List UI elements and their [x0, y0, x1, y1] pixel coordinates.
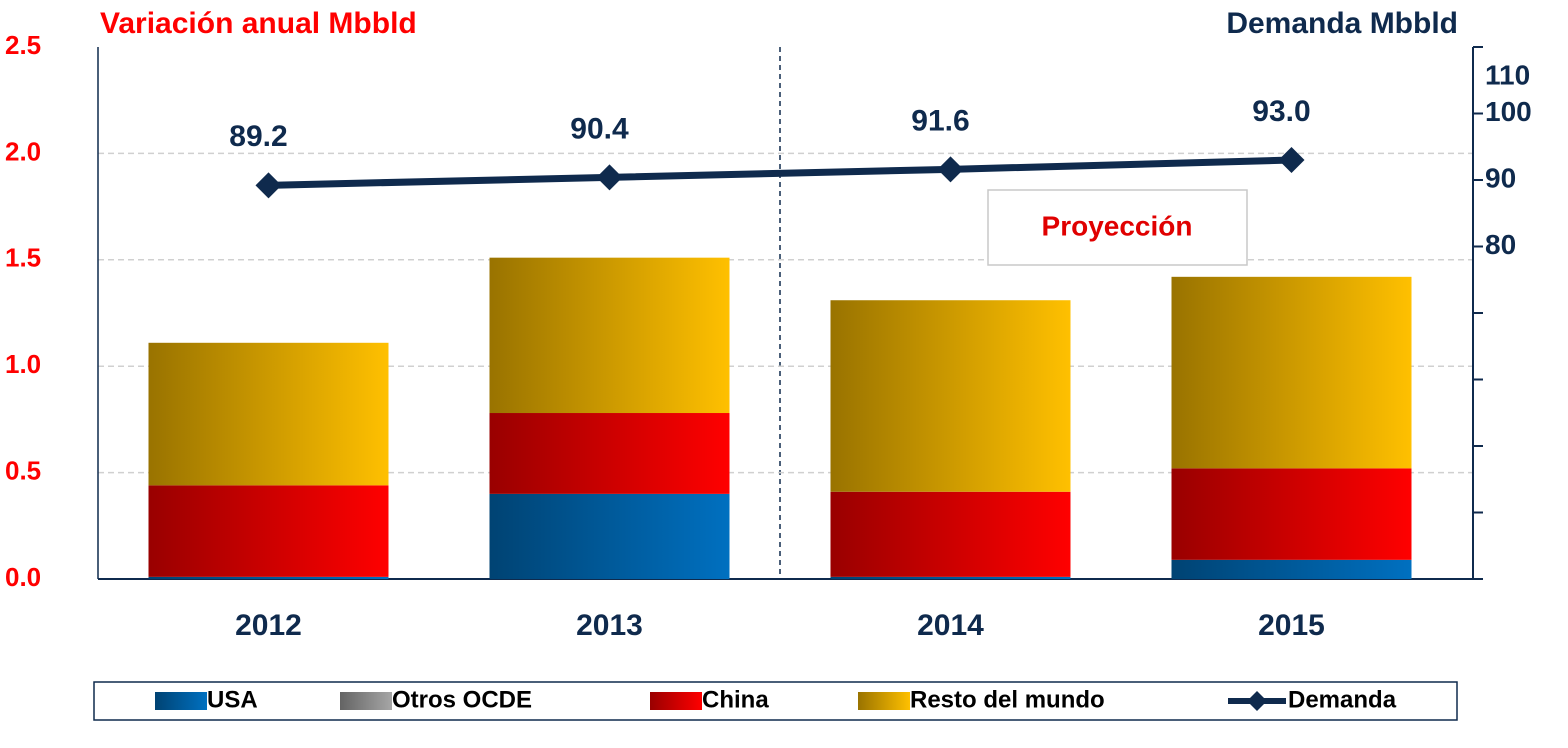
y-tick-label: 1.5	[5, 243, 41, 273]
legend-label: USA	[207, 686, 258, 713]
legend-swatch	[858, 692, 910, 710]
bar-segment	[830, 576, 1071, 579]
y-tick-label: 0.0	[5, 562, 41, 592]
legend-swatch	[340, 692, 392, 710]
data-label: 91.6	[911, 104, 969, 137]
line-series	[268, 156, 1292, 189]
bar-segment	[148, 576, 389, 579]
bar-segment	[489, 413, 730, 494]
x-tick-label: 2013	[576, 609, 643, 642]
legend-label: Otros OCDE	[392, 686, 532, 713]
y-tick-label: 2.5	[5, 30, 41, 60]
y-tick-label: 2.0	[5, 136, 41, 166]
line-marker	[596, 164, 623, 191]
line-marker	[1278, 147, 1305, 174]
x-tick-label: 2015	[1258, 609, 1325, 642]
y2-tick-label: 100	[1485, 96, 1532, 127]
y-tick-label: 1.0	[5, 349, 41, 379]
bar-segment	[148, 342, 389, 486]
bar-segment	[1171, 468, 1412, 560]
legend-swatch	[155, 692, 207, 710]
bar-segment	[830, 300, 1071, 492]
annotation: Proyección	[1042, 210, 1193, 241]
line-marker	[937, 156, 964, 183]
x-tick-label: 2012	[235, 609, 302, 642]
annotation-box	[987, 189, 1248, 266]
bar-segment	[830, 491, 1071, 577]
line-marker	[255, 172, 282, 199]
x-tick-label: 2014	[917, 609, 984, 642]
bar-segment	[489, 493, 730, 579]
data-label: 89.2	[229, 120, 287, 153]
y2-tick-label: 80	[1485, 229, 1516, 260]
y2-tick-label: 90	[1485, 162, 1516, 193]
bar-segment	[489, 257, 730, 414]
legend-swatch	[650, 692, 702, 710]
y-tick-label: 0.5	[5, 455, 41, 485]
bar-segment	[148, 485, 389, 577]
legend-marker	[1247, 691, 1267, 711]
y2-tick-label: 110	[1485, 59, 1530, 90]
data-label: 93.0	[1252, 95, 1310, 128]
data-label: 90.4	[570, 112, 629, 145]
y2-axis-title: Demanda Mbbld	[1226, 7, 1458, 40]
legend-label: Demanda	[1288, 686, 1397, 713]
bar-segment	[1171, 559, 1412, 579]
legend-label: China	[702, 686, 769, 713]
chart-title: Variación anual Mbbld	[100, 7, 417, 40]
legend-label: Resto del mundo	[910, 686, 1105, 713]
bar-segment	[1171, 276, 1412, 469]
